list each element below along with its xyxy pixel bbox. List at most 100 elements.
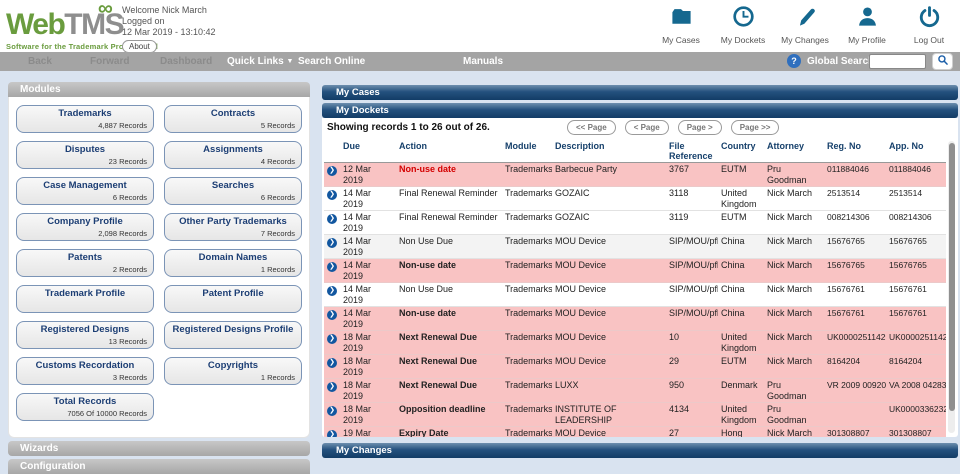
open-record-icon[interactable]: ❯ (327, 214, 337, 224)
open-record-icon[interactable]: ❯ (327, 190, 337, 200)
nav-quick-links[interactable]: Quick Links ▼ (227, 56, 294, 67)
prev-page-button[interactable]: < Page (624, 120, 669, 135)
open-record-icon[interactable]: ❯ (327, 430, 337, 437)
module-button-registered-designs[interactable]: Registered Designs 13 Records (16, 321, 154, 349)
cell-app-no: 301308807 (889, 428, 932, 437)
global-search-input[interactable] (869, 54, 926, 69)
my-dockets-panel: Showing records 1 to 26 out of 26. << Pa… (322, 118, 958, 437)
open-record-icon[interactable]: ❯ (327, 166, 337, 176)
cell-description: MOU Device (555, 284, 607, 294)
first-page-button[interactable]: << Page (567, 120, 616, 135)
nav-dashboard[interactable]: Dashboard (160, 56, 213, 67)
cell-reg-no: UK00002511429 (827, 332, 886, 342)
cell-description: LUXX (555, 380, 579, 390)
cell-due: 12 Mar 2019 (343, 164, 372, 185)
table-row: ❯ 18 Mar 2019 Next Renewal Due Trademarks MO… (324, 330, 946, 355)
module-button-trademark-profile[interactable]: Trademark Profile (16, 285, 154, 313)
my-dockets-section-header[interactable]: My Dockets (322, 103, 958, 118)
module-button-domain-names[interactable]: Domain Names 1 Records (164, 249, 302, 277)
cell-reg-no: 008214306 (827, 212, 870, 222)
column-header-reg-no: Reg. No (824, 140, 886, 163)
open-record-icon[interactable]: ❯ (327, 406, 337, 416)
folder-icon (670, 5, 693, 33)
cell-file-reference: SIP/MOU/pfl (669, 308, 718, 318)
cell-module: Trademarks (505, 236, 552, 246)
configuration-section-header[interactable]: Configuration (8, 459, 310, 474)
open-record-icon[interactable]: ❯ (327, 334, 337, 344)
search-icon (937, 53, 949, 71)
nav-forward[interactable]: Forward (90, 56, 130, 67)
my-dockets-button[interactable]: My Dockets (718, 5, 768, 45)
cell-module: Trademarks (505, 428, 552, 437)
table-scrollbar (948, 141, 955, 433)
last-page-button[interactable]: Page >> (730, 120, 780, 135)
cell-due: 14 Mar 2019 (343, 212, 372, 233)
cell-country: Hong Kong (721, 428, 743, 437)
cell-action: Final Renewal Reminder (399, 188, 498, 198)
my-cases-section-header[interactable]: My Cases (322, 85, 958, 100)
nav-manuals[interactable]: Manuals (463, 56, 504, 67)
cell-country: United Kingdom (721, 188, 757, 209)
open-record-icon[interactable]: ❯ (327, 310, 337, 320)
module-title: Domain Names (198, 252, 268, 263)
nav-search-online[interactable]: Search Online (298, 56, 366, 67)
column-header-country: Country (718, 140, 764, 163)
module-button-registered-designs-profile[interactable]: Registered Designs Profile (164, 321, 302, 349)
cell-action: Next Renewal Due (399, 380, 478, 390)
log-out-button[interactable]: Log Out (904, 5, 954, 45)
module-title: Registered Designs Profile (172, 324, 294, 335)
my-cases-button[interactable]: My Cases (656, 5, 706, 45)
nav-back[interactable]: Back (28, 56, 52, 67)
cell-description: MOU Device (555, 428, 607, 437)
column-header-description: Description (552, 140, 666, 163)
module-title: Trademarks (58, 108, 112, 119)
help-icon[interactable]: ? (787, 54, 801, 68)
module-button-other-party-trademarks[interactable]: Other Party Trademarks 7 Records (164, 213, 302, 241)
open-record-icon[interactable]: ❯ (327, 286, 337, 296)
cell-app-no: 011884046 (889, 164, 931, 174)
table-row: ❯ 14 Mar 2019 Non-use date Trademarks MOU De… (324, 258, 946, 283)
my-changes-section-header[interactable]: My Changes (322, 443, 958, 458)
module-button-patents[interactable]: Patents 2 Records (16, 249, 154, 277)
module-title: Searches (211, 180, 255, 191)
module-button-assignments[interactable]: Assignments 4 Records (164, 141, 302, 169)
cell-country: China (721, 284, 745, 294)
next-page-button[interactable]: Page > (677, 120, 722, 135)
my-cases-label: My Cases (662, 35, 700, 45)
module-button-customs-recordation[interactable]: Customs Recordation 3 Records (16, 357, 154, 385)
open-record-icon[interactable]: ❯ (327, 262, 337, 272)
open-record-icon[interactable]: ❯ (327, 358, 337, 368)
my-changes-button[interactable]: My Changes (780, 5, 830, 45)
module-record-count: 7056 Of 10000 Records (67, 409, 147, 418)
module-button-patent-profile[interactable]: Patent Profile (164, 285, 302, 313)
modules-section-header[interactable]: Modules (8, 82, 310, 97)
column-header-attorney: Attorney (764, 140, 824, 163)
module-button-disputes[interactable]: Disputes 23 Records (16, 141, 154, 169)
cell-file-reference: SIP/MOU/pfl (669, 236, 718, 246)
module-button-copyrights[interactable]: Copyrights 1 Records (164, 357, 302, 385)
module-button-contracts[interactable]: Contracts 5 Records (164, 105, 302, 133)
wizards-section-header[interactable]: Wizards (8, 441, 310, 456)
cell-reg-no: 011884046 (827, 164, 869, 174)
cell-due: 14 Mar 2019 (343, 188, 372, 209)
cell-country: China (721, 236, 745, 246)
module-button-total-records[interactable]: Total Records 7056 Of 10000 Records (16, 393, 154, 421)
module-record-count: 5 Records (260, 121, 295, 130)
cell-action: Final Renewal Reminder (399, 212, 498, 222)
module-button-case-management[interactable]: Case Management 6 Records (16, 177, 154, 205)
cell-due: 14 Mar 2019 (343, 236, 372, 257)
my-dockets-label: My Dockets (720, 35, 766, 45)
module-button-company-profile[interactable]: Company Profile 2,098 Records (16, 213, 154, 241)
chevron-down-icon: ▼ (286, 58, 294, 65)
log-out-label: Log Out (913, 35, 945, 45)
open-record-icon[interactable]: ❯ (327, 238, 337, 248)
logo-tagline: Software for the Trademark Professional (6, 42, 159, 51)
column-header-due: Due (340, 140, 396, 163)
cell-action: Opposition deadline (399, 404, 486, 414)
module-button-trademarks[interactable]: Trademarks 4,887 Records (16, 105, 154, 133)
my-profile-button[interactable]: My Profile (842, 5, 892, 45)
global-search-button[interactable] (932, 53, 953, 70)
table-scrollbar-thumb[interactable] (948, 143, 955, 411)
open-record-icon[interactable]: ❯ (327, 382, 337, 392)
module-button-searches[interactable]: Searches 6 Records (164, 177, 302, 205)
